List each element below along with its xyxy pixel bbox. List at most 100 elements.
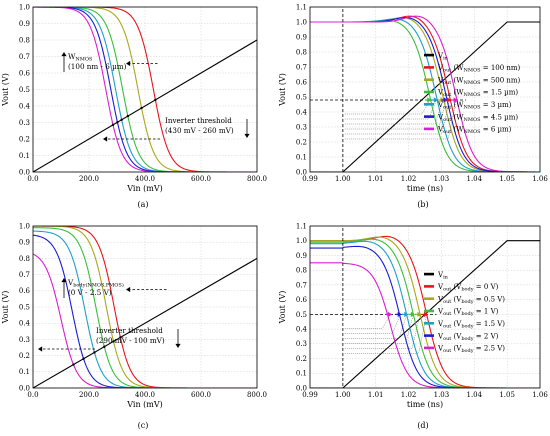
y-tick-label: 0.5 — [19, 303, 30, 311]
y-axis-label: Vout (V) — [1, 73, 10, 107]
arrow-head — [61, 52, 67, 57]
legend-entry-label: Vout (Vbody = 0 V) — [437, 283, 499, 293]
y-tick-label: 0.5 — [296, 311, 307, 319]
panel-caption: (a) — [137, 200, 148, 209]
legend-swatch — [424, 309, 434, 313]
y-tick-label: 0.4 — [19, 102, 31, 110]
threshold-point — [72, 363, 75, 366]
legend-swatch — [424, 66, 434, 69]
y-tick-label: 0.8 — [296, 267, 307, 275]
y-tick-label: 1.0 — [19, 3, 30, 11]
plot-frame — [32, 225, 258, 389]
annotation-2: Inverter threshold(430 mV - 260 mV) — [103, 116, 250, 142]
y-tick-label: 0.1 — [19, 368, 30, 376]
x-axis-label: Vin (mV) — [126, 184, 163, 193]
y-tick-label: 1.1 — [296, 3, 307, 11]
delay-guide — [344, 99, 450, 135]
x-tick-label: 1.06 — [532, 175, 548, 183]
y-tick-label: 0.9 — [19, 20, 30, 28]
x-tick-label: 1.04 — [466, 175, 482, 183]
y-tick-label: 0.6 — [19, 69, 31, 77]
legend-swatch — [424, 115, 434, 118]
threshold-point — [140, 106, 143, 110]
y-tick-label: 0.3 — [296, 123, 307, 131]
x-tick-label: 1.00 — [335, 391, 351, 399]
legend-entry-label: Vout (Vbody = 0.5 V) — [437, 295, 505, 305]
y-axis-label: Vout (V) — [1, 291, 10, 325]
arrow-head — [126, 60, 131, 67]
plot-frame — [309, 6, 541, 173]
delay-guide — [344, 314, 391, 329]
x-tick-label: 800.0 — [247, 391, 267, 399]
arrow-head — [417, 311, 422, 317]
threshold-point — [111, 123, 115, 127]
series-line-vin — [310, 21, 540, 172]
legend-entry-label: Vin — [437, 271, 449, 281]
y-tick-label: 0.0 — [19, 384, 30, 392]
legend-swatch — [424, 334, 434, 337]
y-tick-label: 0.1 — [19, 152, 30, 160]
x-tick-label: 1.02 — [401, 175, 417, 183]
arrow-head — [427, 97, 432, 103]
annotation-text: Vbody(NMOS,PMOS) — [67, 278, 124, 289]
legend-entry-label: Vout (Vbody = 1.5 V) — [437, 320, 505, 330]
arrow-head — [38, 346, 43, 352]
legend-entry-label: Vout (Vbody = 2 V) — [437, 332, 499, 342]
chart-panel-a: 0.0 200.0 400.0 600.0 800.0 0.0 0.1 0.2 0.3 0.4 0.… — [1, 3, 267, 209]
y-tick-label: 0.6 — [296, 78, 308, 86]
y-tick-label: 0.6 — [19, 287, 31, 295]
legend: Vin Vout (WNMOS = 100 nm) Vout (WNMOS = 50… — [424, 52, 521, 135]
arrow-head — [446, 97, 452, 103]
x-tick-label: 1.03 — [434, 175, 450, 183]
y-tick-label: 0.8 — [19, 255, 30, 263]
y-tick-label: 0.0 — [296, 384, 307, 392]
x-tick-label: 0.99 — [302, 175, 318, 183]
x-tick-label: 800.0 — [247, 175, 267, 183]
series-line-6 — [310, 262, 540, 388]
x-tick-label: 0.99 — [302, 391, 318, 399]
annotation-1: WNMOS(100 nm - 6 µm) — [61, 52, 158, 72]
legend-swatch — [424, 346, 434, 350]
series-line-2 — [33, 226, 257, 388]
arrow-head — [453, 97, 458, 103]
x-tick-label: 200.0 — [79, 175, 99, 183]
y-tick-label: 0.7 — [296, 63, 307, 71]
arrow-head — [397, 311, 402, 317]
annotation-text: (430 mV - 260 mV) — [165, 126, 234, 135]
y-tick-label: 0.4 — [296, 325, 308, 333]
y-tick-label: 0.4 — [296, 108, 308, 116]
x-tick-label: 1.05 — [499, 175, 515, 183]
x-tick-label: 1.04 — [466, 391, 482, 399]
y-tick-label: 0.2 — [19, 135, 30, 143]
y-tick-label: 0.8 — [19, 36, 30, 44]
arrow-head — [410, 311, 415, 317]
panel-caption: (b) — [417, 200, 428, 209]
x-tick-label: 1.01 — [368, 175, 384, 183]
arrow-head — [433, 97, 438, 103]
legend-entry-label: Vout (WNMOS = 3 µm) — [437, 101, 512, 111]
y-tick-label: 1.1 — [296, 222, 307, 230]
annotation-text: (100 nm - 6 µm) — [68, 62, 127, 71]
y-tick-label: 0.7 — [296, 281, 307, 289]
y-tick-label: 0.0 — [296, 168, 307, 176]
delay-guide — [344, 314, 421, 349]
threshold-point — [93, 351, 96, 354]
annotation-2: Inverter threshold(290 mV - 100 mV) — [38, 326, 181, 352]
threshold-point — [120, 118, 123, 121]
x-tick-label: 200.0 — [79, 391, 99, 399]
y-tick-label: 0.9 — [19, 239, 30, 247]
x-tick-label: 400.0 — [135, 175, 155, 183]
series-line-6 — [33, 253, 257, 388]
y-axis-label: Vout (V) — [278, 291, 287, 325]
y-tick-label: 0.6 — [296, 296, 308, 304]
y-tick-label: 0.2 — [296, 355, 307, 363]
legend-entry-label: Vout (WNMOS = 500 nm) — [437, 76, 521, 86]
y-axis-label: Vout (V) — [278, 73, 287, 107]
chart-panel-d: 0.99 1.00 1.01 1.02 1.03 1.04 1.05 1.06 0.0 0.1 0.… — [278, 222, 548, 430]
series-line-6 — [33, 7, 257, 172]
arrow-head — [126, 286, 131, 293]
threshold-point — [82, 357, 85, 360]
arrow-head — [423, 311, 429, 317]
x-tick-label: 600.0 — [191, 391, 211, 399]
x-tick-label: 0.0 — [27, 175, 38, 183]
